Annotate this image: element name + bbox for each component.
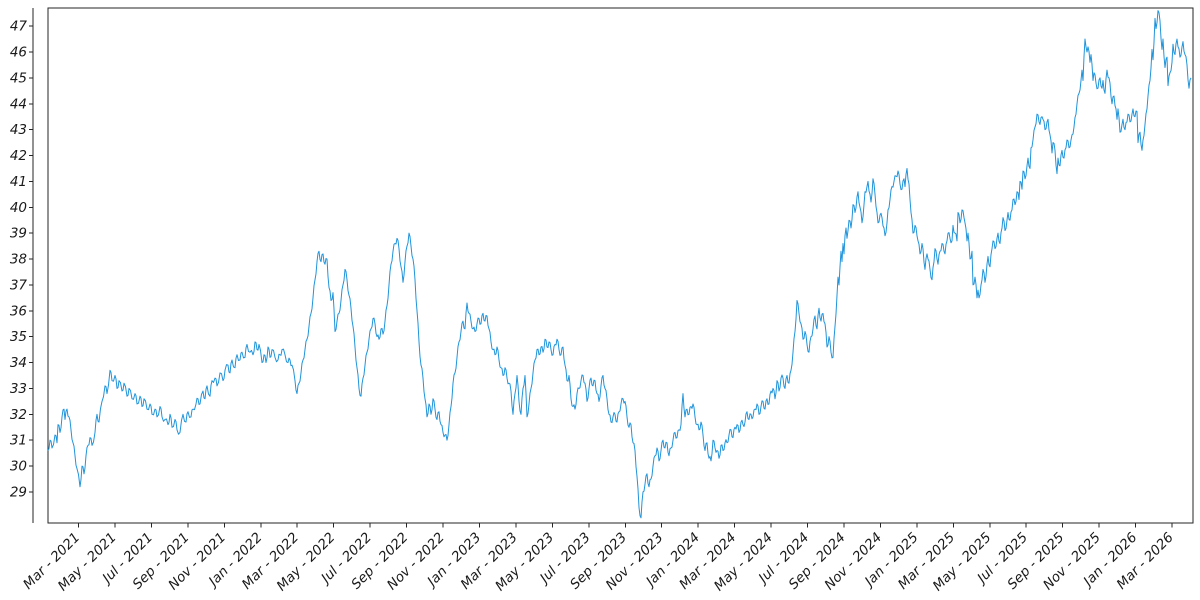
- y-tick-label: 33: [10, 381, 27, 397]
- y-tick-label: 43: [10, 122, 27, 138]
- y-tick-label: 35: [10, 329, 27, 345]
- y-tick-label: 41: [10, 174, 27, 190]
- y-tick-label: 45: [10, 70, 27, 86]
- y-tick-label: 46: [10, 44, 27, 60]
- y-tick-label: 30: [10, 459, 27, 475]
- y-tick-label: 44: [10, 96, 27, 112]
- price-series-line: [47, 10, 1192, 519]
- y-tick-label: 40: [10, 200, 27, 216]
- y-tick-label: 34: [10, 355, 27, 371]
- y-tick-label: 36: [10, 303, 27, 319]
- y-tick-label: 47: [10, 19, 28, 35]
- y-tick-label: 31: [10, 433, 27, 449]
- y-tick-label: 38: [10, 252, 27, 268]
- plot-border: [47, 7, 1194, 524]
- y-tick-label: 42: [10, 148, 27, 164]
- y-tick-label: 29: [10, 484, 27, 500]
- y-tick-label: 37: [10, 277, 28, 293]
- y-tick-label: 32: [10, 407, 27, 423]
- y-tick-label: 39: [10, 226, 27, 242]
